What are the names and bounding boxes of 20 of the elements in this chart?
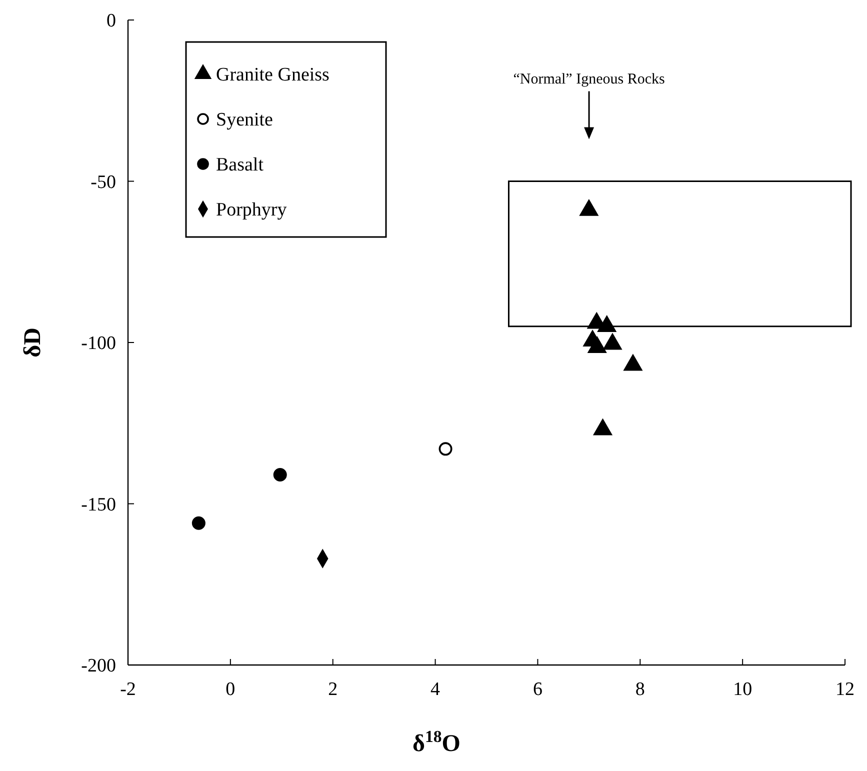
y-tick-label: -100: [81, 333, 116, 354]
y-tick-label: 0: [106, 10, 116, 32]
y-axis-title: δD: [20, 328, 46, 358]
x-tick-label: 12: [836, 679, 854, 700]
y-tick-label: -200: [81, 656, 116, 677]
x-tick-label: -2: [120, 679, 136, 700]
x-tick-label: 6: [532, 679, 542, 700]
legend-label: Syenite: [216, 110, 273, 131]
legend-label: Granite Gneiss: [216, 64, 330, 86]
x-tick-label: 2: [328, 679, 338, 700]
x-tick-label: 4: [430, 679, 441, 700]
y-tick-label: -150: [81, 494, 116, 516]
x-tick-label: 10: [733, 679, 752, 700]
y-tick-label: -50: [90, 172, 116, 193]
x-tick-label: 0: [226, 679, 236, 700]
x-axis-title: δ$^{18}$O: [412, 726, 460, 757]
x-tick-label: 8: [635, 679, 645, 700]
annotation: “Normal” Igneous Rocks: [513, 71, 665, 88]
legend-label: Porphyry: [216, 200, 288, 221]
legend-label: Basalt: [216, 154, 264, 176]
